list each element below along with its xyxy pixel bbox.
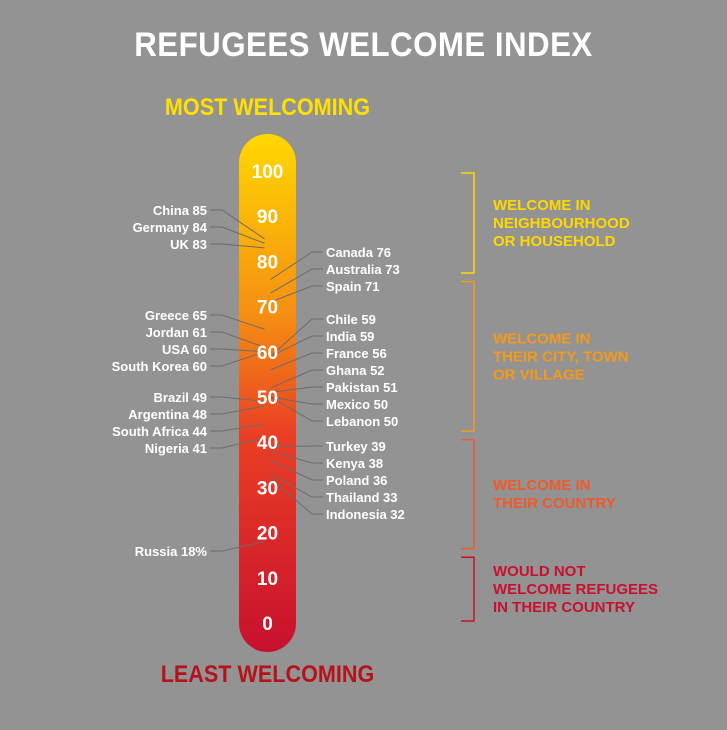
country-label-left: UK 83 xyxy=(170,237,207,252)
leader-line xyxy=(270,473,323,498)
country-label-left: Brazil 49 xyxy=(154,390,207,405)
tick-label-50: 50 xyxy=(257,388,278,409)
country-label-left: Argentina 48 xyxy=(128,407,207,422)
leader-line xyxy=(270,268,323,294)
leader-line xyxy=(270,352,323,371)
country-label-right: Pakistan 51 xyxy=(326,380,398,395)
leader-line xyxy=(210,314,265,330)
leader-line xyxy=(270,335,323,357)
leader-line xyxy=(210,348,265,353)
country-label-right: Turkey 39 xyxy=(326,439,386,454)
country-label-left: USA 60 xyxy=(162,342,207,357)
tick-label-10: 10 xyxy=(257,569,278,590)
country-label-left: Jordan 61 xyxy=(146,325,207,340)
leader-line xyxy=(210,437,265,449)
band-bracket xyxy=(461,280,475,432)
tick-label-20: 20 xyxy=(257,524,278,545)
tick-label-80: 80 xyxy=(257,252,278,273)
band-label: NEIGHBOURHOOD xyxy=(493,215,630,232)
band-bracket xyxy=(461,556,475,622)
leader-line xyxy=(210,209,265,240)
leader-line xyxy=(210,405,265,415)
country-label-right: Spain 71 xyxy=(326,279,379,294)
leader-line xyxy=(270,450,323,464)
leader-line xyxy=(210,351,265,367)
leader-line xyxy=(210,243,265,249)
leader-line xyxy=(270,285,323,303)
country-label-right: France 56 xyxy=(326,346,387,361)
tick-label-90: 90 xyxy=(257,207,278,228)
leader-line xyxy=(270,477,323,515)
leader-line xyxy=(270,251,323,280)
country-label-left: Russia 18% xyxy=(135,544,208,559)
leader-line xyxy=(210,423,265,432)
country-label-right: Lebanon 50 xyxy=(326,414,398,429)
band-label: THEIR CITY, TOWN xyxy=(493,348,629,365)
tick-label-0: 0 xyxy=(262,614,273,635)
band-label: OR VILLAGE xyxy=(493,366,585,383)
leader-line xyxy=(210,396,265,403)
country-label-left: Greece 65 xyxy=(145,308,207,323)
band-label: WELCOME IN xyxy=(493,330,591,347)
country-label-left: Nigeria 41 xyxy=(145,441,207,456)
least-welcoming-label: LEAST WELCOMING xyxy=(160,661,375,688)
leader-line xyxy=(270,459,323,481)
band-label: IN THEIR COUNTRY xyxy=(493,599,635,616)
country-label-left: Germany 84 xyxy=(133,220,208,235)
country-label-right: India 59 xyxy=(326,329,374,344)
band-label: WELCOME REFUGEES xyxy=(493,581,658,598)
leader-line xyxy=(210,226,265,244)
country-label-right: Thailand 33 xyxy=(326,490,398,505)
band-label: WOULD NOT xyxy=(493,563,585,580)
tick-label-40: 40 xyxy=(257,433,278,454)
country-label-left: South Korea 60 xyxy=(112,359,207,374)
country-label-left: South Africa 44 xyxy=(112,424,208,439)
leader-line xyxy=(270,445,323,448)
band-bracket xyxy=(461,438,475,550)
leader-line xyxy=(270,396,323,405)
country-label-right: Mexico 50 xyxy=(326,397,388,412)
band-label: WELCOME IN xyxy=(493,197,591,214)
leader-line xyxy=(270,318,323,357)
tick-label-100: 100 xyxy=(252,162,284,183)
band-bracket xyxy=(461,172,475,274)
leader-line xyxy=(270,369,323,389)
country-label-left: China 85 xyxy=(153,203,207,218)
band-label: THEIR COUNTRY xyxy=(493,495,616,512)
country-label-right: Poland 36 xyxy=(326,473,387,488)
leader-line xyxy=(210,331,265,348)
country-label-right: Indonesia 32 xyxy=(326,507,405,522)
page-title: REFUGEES WELCOME INDEX xyxy=(134,26,593,64)
country-label-right: Canada 76 xyxy=(326,245,391,260)
tick-label-30: 30 xyxy=(257,478,278,499)
country-label-right: Australia 73 xyxy=(326,262,400,277)
band-label: OR HOUSEHOLD xyxy=(493,233,616,250)
thermometer-bar xyxy=(239,134,296,652)
most-welcoming-label: MOST WELCOMING xyxy=(164,94,371,121)
country-label-right: Ghana 52 xyxy=(326,363,385,378)
leader-line xyxy=(210,541,265,552)
band-label: WELCOME IN xyxy=(493,477,591,494)
leader-line xyxy=(270,386,323,393)
tick-label-70: 70 xyxy=(257,298,278,319)
country-label-right: Chile 59 xyxy=(326,312,376,327)
tick-label-60: 60 xyxy=(257,343,278,364)
country-label-right: Kenya 38 xyxy=(326,456,383,471)
leader-line xyxy=(270,396,323,422)
